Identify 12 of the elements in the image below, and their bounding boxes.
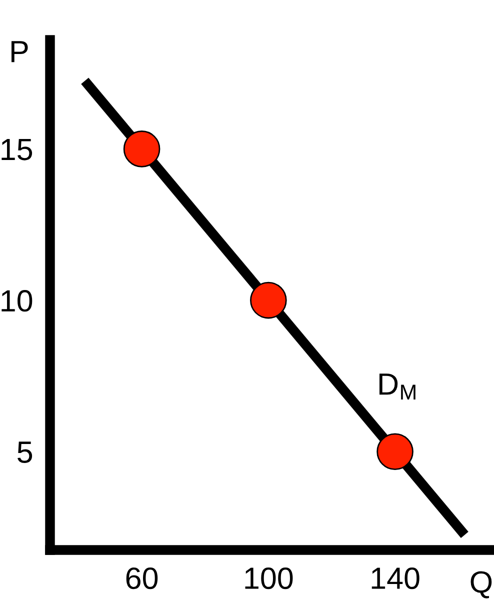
y-tick-label: 15: [2, 139, 32, 160]
x-tick-label: 60: [126, 567, 158, 590]
y-tick-label: 10: [2, 290, 32, 312]
y-tick-label: 5: [18, 442, 32, 464]
annotation: D$_{M}$: [379, 374, 416, 400]
point: [250, 282, 287, 319]
point: [123, 130, 160, 168]
y-axis-title: P: [12, 41, 28, 62]
x-axis-title: Q: [470, 571, 492, 598]
point: [376, 433, 414, 470]
x-tick-label: 100: [245, 567, 293, 590]
x-tick-label: 140: [372, 567, 420, 590]
